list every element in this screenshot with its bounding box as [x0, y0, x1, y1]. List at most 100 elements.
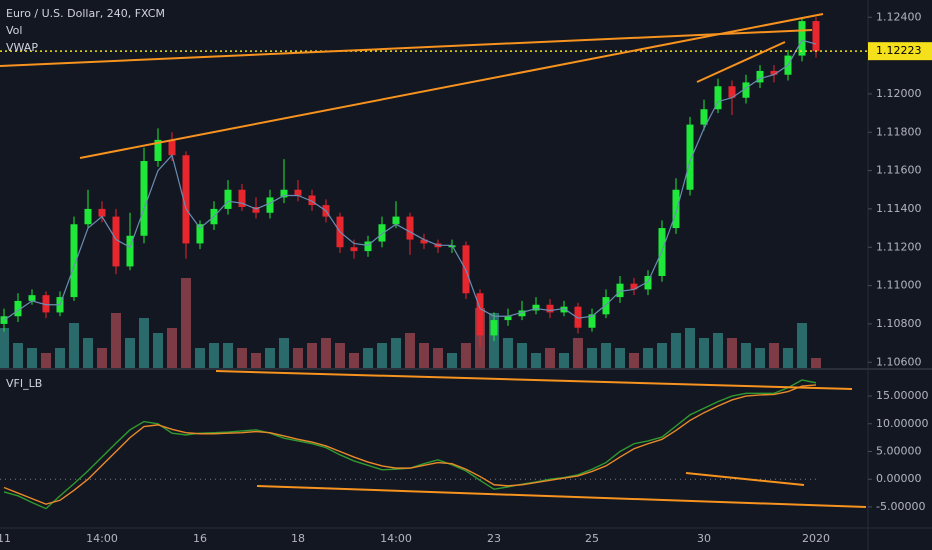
volume-bar [363, 348, 373, 368]
x-tick-label: 14:00 [86, 532, 118, 545]
candle-body [756, 70, 764, 83]
y-tick-label: 1.11400 [876, 202, 922, 215]
candle-body [252, 207, 260, 213]
indicator-label: VWAP [6, 41, 38, 54]
candle-body [364, 241, 372, 252]
candle-body [490, 320, 498, 336]
volume-bar [713, 333, 723, 368]
volume-bar [153, 333, 163, 368]
candle-body [392, 216, 400, 225]
volume-bar [69, 323, 79, 368]
volume-bar [195, 348, 205, 368]
candle-body [266, 197, 274, 213]
volume-bar [251, 353, 261, 368]
y-tick-label: 1.10800 [876, 317, 922, 330]
volume-bar [307, 343, 317, 368]
volume-bar [27, 348, 37, 368]
y-tick-label: 1.11200 [876, 240, 922, 253]
y-tick-label: 1.11600 [876, 164, 922, 177]
volume-bar [643, 348, 653, 368]
x-tick-label: 2020 [802, 532, 830, 545]
trendline [685, 472, 805, 486]
axes: 1.12400 1.12000 1.11800 1.11600 1.11400 1.112… [0, 10, 932, 545]
trendlines [0, 13, 867, 508]
candle-body [476, 293, 484, 336]
candle-body [14, 300, 22, 317]
volume-bar [601, 343, 611, 368]
y-tick-label: 5.00000 [876, 444, 922, 457]
volume-bar [657, 343, 667, 368]
last-price-box [868, 42, 932, 61]
candle-body [196, 224, 204, 244]
candle-body [168, 139, 176, 156]
volume-bar [615, 348, 625, 368]
candle-body [798, 21, 806, 56]
volume-bar [293, 348, 303, 368]
y-tick-label: 1.12000 [876, 87, 922, 100]
volume-bar [419, 343, 429, 368]
candle-body [630, 283, 638, 290]
volume-bar [13, 343, 23, 368]
candle-body [294, 189, 302, 196]
candle-body [112, 216, 120, 267]
vfi-line [3, 384, 817, 505]
marks [0, 17, 868, 510]
trendline [0, 29, 813, 67]
volume-bar [209, 343, 219, 368]
candle-body [686, 124, 694, 190]
volume-bar [727, 338, 737, 368]
candle-body [812, 21, 820, 52]
volume-bar [181, 278, 191, 368]
candle-body [518, 310, 526, 317]
candle-body [644, 276, 652, 290]
volume-bar [279, 338, 289, 368]
volume-bar [461, 343, 471, 368]
candle-body [84, 208, 92, 225]
y-tick-label: -5.00000 [876, 500, 925, 513]
volume-bar [83, 338, 93, 368]
candle-body [504, 316, 512, 321]
candle-body [574, 306, 582, 328]
volume-bar [139, 318, 149, 368]
candle-body [714, 86, 722, 110]
candle-body [770, 70, 778, 75]
candle-body [532, 304, 540, 311]
vwap-line [3, 39, 817, 321]
indicator-label: Vol [6, 24, 22, 37]
y-tick-label: 10.00000 [876, 417, 929, 430]
volume-bar [629, 353, 639, 368]
x-tick-label: 25 [585, 532, 599, 545]
candle-body [602, 297, 610, 315]
candle-body [350, 247, 358, 252]
candle-body [700, 109, 708, 125]
x-tick-label: 14:00 [380, 532, 412, 545]
trendline [79, 13, 824, 159]
volume-bar [769, 343, 779, 368]
candle-body [98, 208, 106, 217]
candle-body [616, 283, 624, 298]
candle-body [126, 235, 134, 267]
candle-body [238, 189, 246, 207]
candle-body [280, 189, 288, 198]
volume-bar [503, 338, 513, 368]
x-tick-label: 18 [291, 532, 305, 545]
y-tick-label: 1.11000 [876, 279, 922, 292]
volume-bar [377, 343, 387, 368]
candle-body [182, 155, 190, 244]
candle-body [672, 189, 680, 229]
volume-bar [167, 328, 177, 368]
volume-bar [125, 338, 135, 368]
volume-bar [223, 343, 233, 368]
candle-body [154, 139, 162, 161]
y-tick-label: 0.00000 [876, 472, 922, 485]
x-tick-label: 11 [0, 532, 11, 545]
volume-bar [573, 338, 583, 368]
candle-body [742, 82, 750, 98]
trendline [256, 485, 867, 508]
volume-bar [811, 358, 821, 368]
volume-bar [699, 338, 709, 368]
trendline [696, 41, 786, 83]
candle-body [224, 189, 232, 209]
volume-bar [41, 353, 51, 368]
